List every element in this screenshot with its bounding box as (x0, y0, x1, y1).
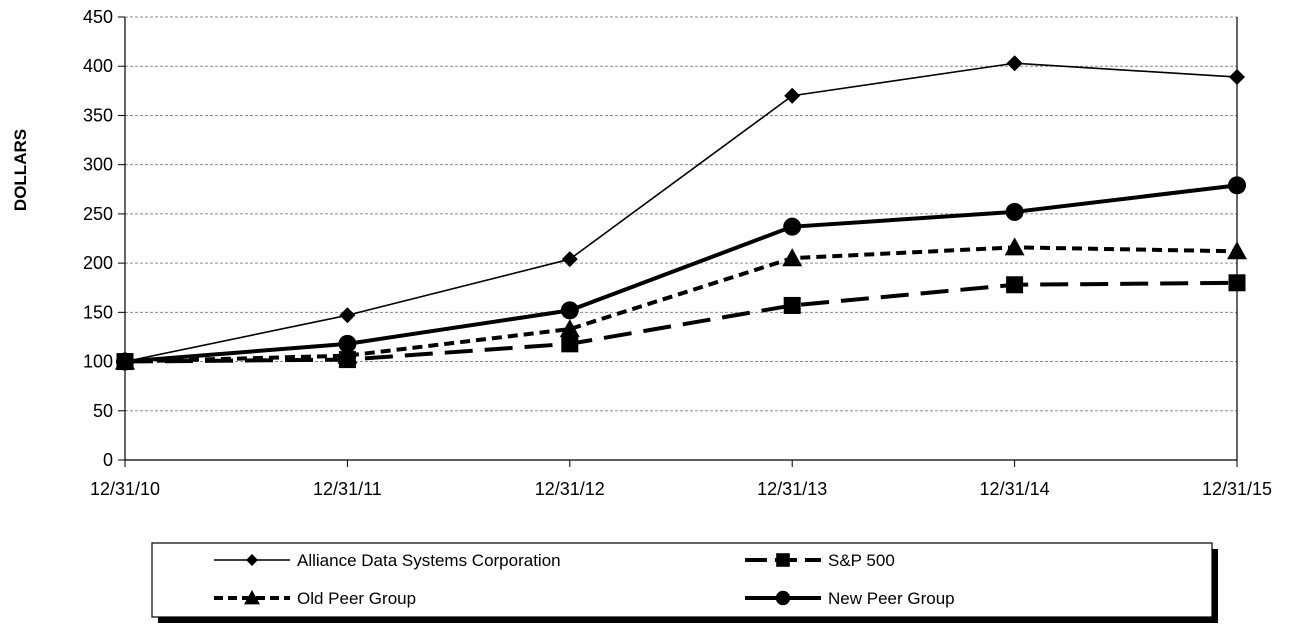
legend: Alliance Data Systems Corporation S&P 500… (151, 542, 1218, 623)
data-point-2-3 (782, 248, 803, 267)
data-point-0-2 (561, 251, 578, 268)
y-tick-label: 450 (83, 7, 113, 27)
series-line-2 (124, 245, 1238, 364)
data-point-3-2 (560, 301, 579, 320)
data-point-0-0 (117, 353, 133, 370)
y-tick-label: 150 (83, 302, 113, 322)
legend-swatch-marker-3 (775, 590, 791, 606)
data-point-3-3 (783, 217, 802, 236)
data-point-0-5 (1229, 69, 1245, 86)
y-axis-label: DOLLARS (11, 129, 30, 211)
data-point-0-3 (784, 87, 801, 104)
y-tick-label: 50 (93, 401, 113, 421)
legend-label-1: S&P 500 (828, 551, 895, 570)
legend-swatch-marker-1 (776, 553, 790, 567)
axes: 0 50 100 150 200 250 300 350 400 450 12/31/10 12/31… (83, 7, 1272, 499)
legend-swatch-marker-2 (244, 590, 260, 605)
legend-label-3: New Peer Group (828, 589, 955, 608)
data-point-1-5 (1228, 274, 1246, 292)
series-markers (115, 55, 1247, 371)
series-line-0 (124, 62, 1238, 363)
x-tick-label: 12/31/10 (90, 479, 160, 499)
data-point-1-3 (783, 296, 801, 314)
series-lines (124, 62, 1238, 364)
data-point-2-2 (559, 319, 580, 338)
legend-swatch-marker-0 (246, 554, 258, 566)
series-line-3 (124, 183, 1238, 364)
data-point-2-4 (1004, 237, 1025, 256)
y-tick-label: 300 (83, 155, 113, 175)
x-tick-label: 12/31/14 (980, 479, 1050, 499)
legend-box (151, 542, 1213, 618)
data-point-0-1 (339, 307, 356, 324)
data-point-2-1 (337, 345, 358, 364)
x-tick-label: 12/31/13 (757, 479, 827, 499)
y-tick-label: 0 (103, 450, 113, 470)
y-tick-label: 100 (83, 352, 113, 372)
x-tick-label: 12/31/15 (1202, 479, 1272, 499)
data-point-0-4 (1006, 55, 1023, 72)
y-tick-label: 400 (83, 56, 113, 76)
data-point-1-4 (1006, 276, 1024, 294)
x-tick-label: 12/31/11 (313, 479, 382, 499)
data-point-3-4 (1005, 202, 1024, 221)
series-line-1 (124, 280, 1238, 364)
grid-lines (125, 16, 1237, 412)
data-point-1-2 (561, 335, 579, 353)
data-point-3-1 (338, 334, 357, 353)
data-point-3-5 (1228, 176, 1246, 195)
y-tick-label: 250 (83, 204, 113, 224)
legend-label-0: Alliance Data Systems Corporation (297, 551, 561, 570)
x-tick-label: 12/31/12 (535, 479, 605, 499)
y-tick-label: 350 (83, 105, 113, 125)
legend-label-2: Old Peer Group (297, 589, 416, 608)
y-tick-label: 200 (83, 253, 113, 273)
data-point-2-5 (1227, 241, 1247, 260)
